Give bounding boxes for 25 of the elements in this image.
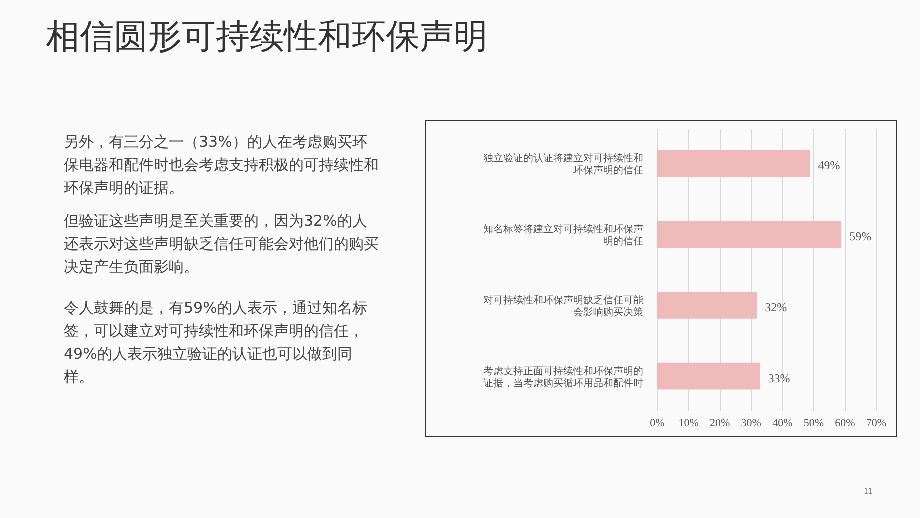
x-tick-label: 20% [710,418,730,430]
y-tick-label: 知名标签将建立对可持续性和环保声明的信任 [484,224,644,248]
text: 相信圆形可持续性和环保声明 [46,16,488,59]
x-tick-label: 30% [741,418,762,430]
y-tick-label: 独立验证的认证将建立对可持续性和环保声明的信任 [484,152,644,177]
text: 令人鼓舞的是，有59%的人表示，通过知名标签，可以建立对可持续性和环保声明的信任，49%的人表示独立验证的认证也可以做到同样。 [64,298,368,388]
x-tick-label: 50% [804,418,824,430]
x-tick-label: 10% [678,418,699,430]
text: 11 [864,486,873,496]
data-label: 33% [768,371,790,386]
x-tick-label: 0% [650,418,665,430]
data-label: 49% [818,158,840,173]
y-tick-label: 对可持续性和环保声明缺乏信任可能会影响购买决策 [484,294,644,318]
y-tick-label: 考虑支持正面可持续性和环保声明的证据，当考虑购买循环用品和配件时 [484,365,644,390]
data-label: 59% [850,230,872,244]
bar [657,150,810,178]
x-tick-label: 70% [866,418,887,430]
bar [657,221,842,248]
bar [657,362,760,390]
x-tick-label: 60% [835,418,856,430]
text: 另外，有三分之一（33%）的人在考虑购买环保电器和配件时也会考虑支持积极的可持续性和环保声明的证据。 [64,132,380,199]
x-tick-label: 40% [772,418,793,430]
bar [657,292,758,319]
data-label: 32% [765,300,788,314]
text: 但验证这些声明是至关重要的，因为32%的人还表示对这些声明缺乏信任可能会对他们的购买决定产生负面影响。 [64,211,380,278]
